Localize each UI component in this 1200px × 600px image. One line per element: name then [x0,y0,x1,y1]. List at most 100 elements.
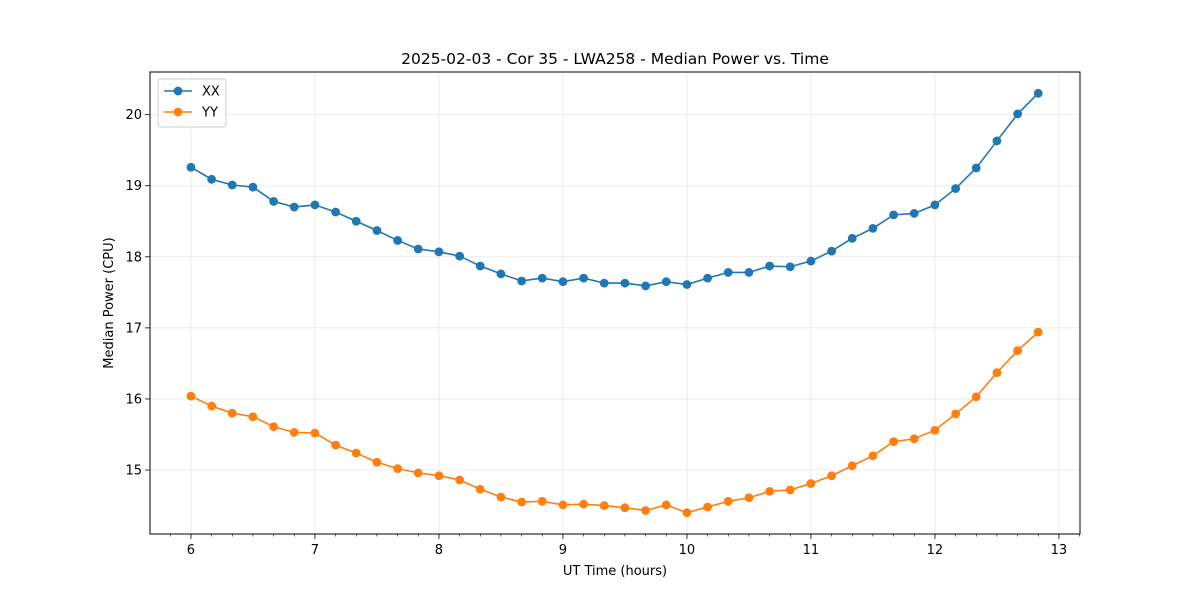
data-point-xx [393,236,403,245]
data-point-yy [413,468,423,478]
data-point-yy [558,500,568,510]
x-tick-label: 9 [559,543,567,558]
data-point-xx [207,174,217,184]
data-point-yy [847,461,857,471]
data-point-yy [992,368,1002,378]
data-point-yy [207,401,217,411]
x-tick-label: 12 [927,543,944,558]
data-point-yy [227,408,237,418]
data-point-yy [971,392,981,402]
data-point-xx [951,184,961,193]
data-point-xx [703,273,713,283]
data-point-xx [930,200,940,210]
data-point-xx [806,256,816,266]
data-point-xx [847,233,857,243]
grid [150,72,1080,534]
data-point-yy [579,499,589,509]
series-layer [186,88,1043,518]
data-point-yy [269,422,279,432]
data-point-yy [723,496,733,506]
legend-marker-xx [173,86,183,96]
data-point-xx [517,276,527,286]
y-tick-label: 18 [125,250,142,265]
data-point-xx [909,209,919,218]
data-point-xx [269,196,279,206]
data-point-yy [765,486,775,496]
data-point-yy [909,434,919,444]
data-point-yy [537,496,547,506]
data-point-xx [682,280,692,289]
data-point-yy [641,506,651,515]
data-point-yy [951,409,961,419]
data-point-yy [889,437,899,446]
x-tick-label: 8 [435,543,443,558]
data-point-yy [517,497,527,507]
axes: 6 7 8 9 10 11 12 13 15 16 17 18 19 20 [125,108,1080,558]
data-point-xx [620,278,630,288]
legend: XX YY [157,78,227,128]
data-point-yy [310,428,320,438]
data-point-yy [682,508,692,518]
legend-label-xx: XX [202,85,220,100]
data-point-xx [723,268,733,277]
data-point-yy [785,485,795,495]
y-axis-label: Median Power (CPU) [102,237,117,368]
x-tick-label: 7 [311,543,319,558]
data-point-xx [868,223,878,233]
data-point-xx [455,251,465,261]
data-point-yy [806,479,816,488]
data-point-yy [496,492,506,502]
data-point-xx [744,268,754,277]
x-tick-label: 11 [803,543,820,558]
data-point-xx [661,277,671,287]
data-point-xx [413,244,423,254]
data-point-yy [930,425,940,435]
legend-label-yy: YY [201,106,218,121]
data-point-yy [827,471,837,481]
chart-title: 2025-02-03 - Cor 35 - LWA258 - Median Po… [401,50,829,68]
data-point-yy [868,451,878,461]
data-point-yy [620,503,630,513]
data-point-xx [434,247,444,257]
data-point-yy [703,502,713,512]
data-point-xx [331,207,341,217]
data-point-xx [765,261,775,271]
x-tick-label: 6 [187,543,195,558]
data-point-xx [992,136,1002,146]
data-point-yy [186,391,196,401]
plot-frame [149,71,1081,535]
data-point-yy [434,471,444,481]
data-point-xx [971,163,981,173]
data-point-xx [1033,88,1043,98]
data-point-xx [227,180,237,190]
data-point-yy [351,448,361,458]
data-point-xx [310,200,320,210]
data-point-xx [289,202,299,212]
data-point-xx [599,278,609,288]
data-point-yy [744,493,754,503]
data-point-xx [496,269,506,279]
data-point-xx [558,277,568,287]
y-tick-label: 17 [125,321,142,336]
y-tick-label: 16 [125,392,142,407]
data-point-yy [455,475,465,485]
data-point-yy [393,464,403,474]
data-point-xx [351,216,361,226]
data-point-xx [579,273,589,283]
data-point-yy [1033,327,1043,337]
data-point-yy [1013,346,1023,356]
data-point-xx [186,162,196,172]
x-tick-label: 13 [1051,543,1068,558]
data-point-yy [475,484,485,494]
data-point-xx [248,182,258,192]
y-tick-label: 20 [125,108,142,123]
data-point-yy [248,412,258,422]
x-axis-label: UT Time (hours) [563,564,667,579]
data-point-yy [331,440,341,450]
data-point-xx [537,273,547,283]
data-point-xx [785,262,795,272]
data-point-yy [372,457,382,467]
legend-marker-yy [173,107,183,117]
y-tick-label: 19 [125,179,142,194]
